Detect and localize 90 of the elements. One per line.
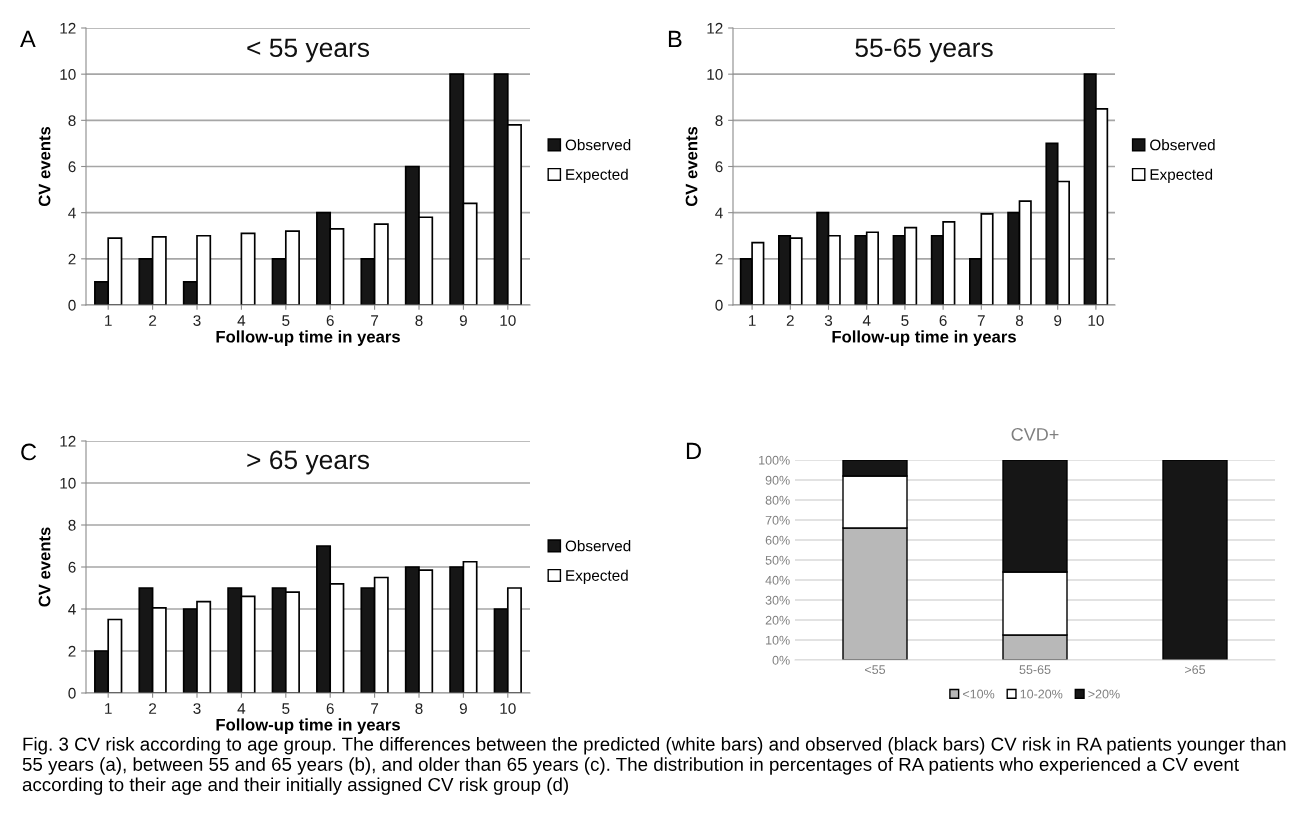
x-tick-label: 2 <box>149 703 157 714</box>
y-tick-label: 2 <box>68 253 76 265</box>
y-tick-label: 8 <box>68 519 76 531</box>
text: D <box>686 442 701 460</box>
y-tick-label: 20% <box>765 615 790 625</box>
legend-label: <10% <box>963 689 995 699</box>
chart-title: 55-65 years <box>855 38 993 63</box>
legend-label: Expected <box>1150 168 1213 183</box>
x-tick-label: 7 <box>371 315 379 326</box>
y-tick-label: 4 <box>68 207 76 219</box>
y-tick-label: 0 <box>68 687 76 699</box>
x-tick-label: 7 <box>371 703 379 714</box>
y-axis-title: CV events <box>38 527 51 607</box>
x-tick-label: 55-65 <box>1019 665 1051 675</box>
legend-label: Observed <box>1150 139 1215 151</box>
chart-title: CVD+ <box>1011 427 1059 441</box>
y-tick-label: 10 <box>60 477 76 489</box>
x-tick-label: 1 <box>105 703 112 714</box>
x-tick-label: 3 <box>193 315 201 326</box>
y-tick-label: 4 <box>715 207 723 219</box>
chart-title: < 55 years <box>247 38 370 63</box>
legend-label: Observed <box>565 540 631 552</box>
x-tick-label: 2 <box>149 315 157 326</box>
y-tick-label: 100% <box>759 455 790 465</box>
y-tick-label: 0% <box>772 655 790 665</box>
legend-label: >20% <box>1088 689 1120 699</box>
y-tick-label: 6 <box>715 161 723 173</box>
legend-label: Expected <box>566 569 628 584</box>
x-tick-label: 1 <box>105 315 112 326</box>
y-tick-label: 4 <box>68 604 76 615</box>
x-tick-label: 8 <box>415 703 423 714</box>
text: A <box>20 30 36 48</box>
x-tick-label: 5 <box>282 315 290 326</box>
x-tick-label: 10 <box>500 315 516 326</box>
y-axis-title: CV events <box>38 126 51 207</box>
x-axis-title: Follow-up time in years <box>832 330 1016 346</box>
y-tick-label: 70% <box>765 515 790 525</box>
y-tick-label: 50% <box>765 555 790 565</box>
x-tick-label: 6 <box>326 315 334 326</box>
x-tick-label: 5 <box>282 703 290 714</box>
y-tick-label: 8 <box>68 115 76 127</box>
x-tick-label: 4 <box>237 315 246 326</box>
y-tick-label: 2 <box>68 645 76 657</box>
x-tick-label: 6 <box>326 703 334 714</box>
y-tick-label: 90% <box>765 475 790 485</box>
text: C <box>21 443 37 461</box>
legend-label: 10-20% <box>1020 689 1063 699</box>
x-tick-label: 9 <box>459 703 467 714</box>
y-tick-label: 12 <box>707 22 723 34</box>
x-axis-title: Follow-up time in years <box>216 718 400 734</box>
y-tick-label: 12 <box>60 22 76 34</box>
legend-label: Expected <box>566 168 628 183</box>
x-tick-label: 3 <box>193 703 201 714</box>
x-tick-label: 5 <box>901 315 909 326</box>
y-tick-label: 0 <box>715 299 723 311</box>
x-axis-title: Follow-up time in years <box>216 330 400 346</box>
y-tick-label: 6 <box>68 561 76 573</box>
x-tick-label: 8 <box>415 315 423 326</box>
x-tick-label: <55 <box>865 665 886 675</box>
x-tick-label: 6 <box>939 315 947 326</box>
x-tick-label: 8 <box>1015 315 1024 326</box>
legend-label: Observed <box>565 139 631 151</box>
y-tick-label: 40% <box>765 575 790 585</box>
text: B <box>668 30 682 48</box>
bar <box>240 232 256 305</box>
x-tick-label: 4 <box>237 703 246 714</box>
bar <box>1162 460 1228 660</box>
x-tick-label: 4 <box>862 315 871 326</box>
y-tick-label: 10 <box>707 69 723 80</box>
y-axis-title: CV events <box>685 126 698 207</box>
x-tick-label: 3 <box>824 315 833 326</box>
y-tick-label: 10% <box>766 635 790 645</box>
y-tick-label: 12 <box>60 435 76 447</box>
y-tick-label: 60% <box>765 535 790 545</box>
x-tick-label: 10 <box>1088 315 1104 326</box>
y-tick-label: 0 <box>68 299 76 311</box>
x-tick-label: 1 <box>749 315 756 326</box>
x-tick-label: 7 <box>977 315 985 326</box>
chart-title: > 65 years <box>247 450 370 475</box>
y-tick-label: 80% <box>765 495 790 505</box>
x-tick-label: >65 <box>1185 665 1206 675</box>
y-tick-label: 8 <box>715 115 723 127</box>
y-tick-label: 2 <box>715 253 723 265</box>
y-tick-label: 6 <box>68 161 76 173</box>
x-tick-label: 10 <box>500 703 516 714</box>
y-tick-label: 30% <box>765 595 790 605</box>
caption: Fig. 3 CV risk according to age group. The differences between the predicted (white bars) and observed (black bars) CV risk in RA patients younger than 55 years (a), between 55 and 65 years (b), and older than 65 years (c). The distribution in percentages of RA patients who experienced a CV event according to their age and their initially assigned CV risk group (d) <box>22 737 1286 795</box>
y-tick-label: 10 <box>60 69 76 80</box>
x-tick-label: 9 <box>459 315 467 326</box>
x-tick-label: 9 <box>1054 315 1062 326</box>
